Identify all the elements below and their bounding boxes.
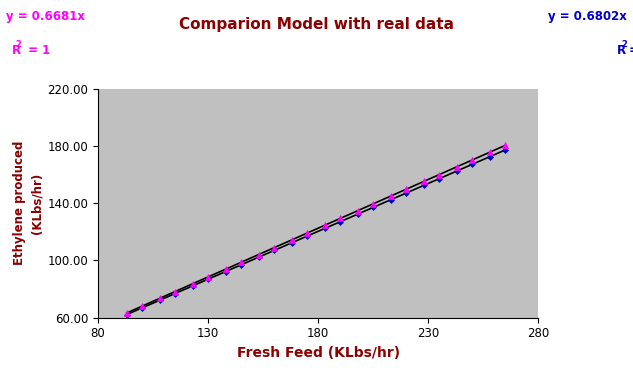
Y-axis label: Ethylene produced
(KLbs/hr): Ethylene produced (KLbs/hr) <box>13 141 43 265</box>
Text: Comparion Model with real data: Comparion Model with real data <box>179 17 454 32</box>
Text: = 1: = 1 <box>625 44 633 57</box>
Text: 2: 2 <box>622 40 627 49</box>
Text: R: R <box>11 44 20 57</box>
Text: 2: 2 <box>16 40 22 49</box>
X-axis label: Fresh Feed (KLbs/hr): Fresh Feed (KLbs/hr) <box>237 346 399 360</box>
Text: R: R <box>617 44 626 57</box>
Text: = 1: = 1 <box>24 44 50 57</box>
Text: y = 0.6802x: y = 0.6802x <box>548 10 627 23</box>
Text: y = 0.6681x: y = 0.6681x <box>6 10 85 23</box>
